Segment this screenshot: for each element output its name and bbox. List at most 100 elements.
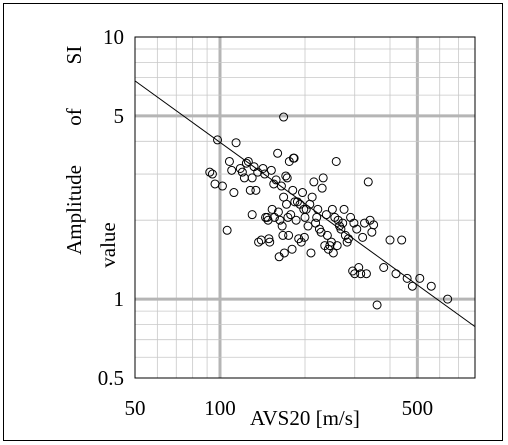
data-point xyxy=(267,204,277,214)
y-label-word: value xyxy=(96,222,120,267)
data-point xyxy=(251,185,261,195)
data-point xyxy=(265,237,275,247)
tick-labels: 50 100 500 0.5 1 5 10 xyxy=(98,25,433,420)
data-point xyxy=(369,220,379,230)
data-point xyxy=(266,165,276,175)
data-point xyxy=(339,204,349,214)
y-label-word: Amplitude xyxy=(62,165,86,255)
data-point xyxy=(327,204,337,214)
data-point xyxy=(289,153,299,163)
data-point xyxy=(361,269,371,279)
data-point xyxy=(309,177,319,187)
data-point xyxy=(281,171,291,181)
y-axis-label: Amplitude of SI value xyxy=(62,46,120,268)
data-point xyxy=(254,237,264,247)
data-point xyxy=(318,173,328,183)
data-point xyxy=(210,179,220,189)
data-point xyxy=(426,281,436,291)
data-point xyxy=(352,224,362,234)
y-tick-label: 1 xyxy=(114,287,125,311)
chart-frame xyxy=(3,3,503,441)
data-point xyxy=(224,156,234,166)
x-tick-label: 100 xyxy=(204,396,236,420)
data-point xyxy=(358,232,368,242)
y-tick-label: 5 xyxy=(114,104,125,128)
data-point xyxy=(277,221,287,231)
data-point xyxy=(278,230,288,240)
data-point xyxy=(397,235,407,245)
data-point xyxy=(348,266,358,276)
x-tick-label: 500 xyxy=(402,396,434,420)
data-point xyxy=(260,169,270,179)
data-point xyxy=(284,230,294,240)
data-point xyxy=(227,165,237,175)
data-point xyxy=(276,181,286,191)
y-label-word: of xyxy=(62,108,86,126)
data-point xyxy=(385,235,395,245)
data-points xyxy=(205,112,453,310)
data-point xyxy=(313,204,323,214)
data-point xyxy=(328,248,338,258)
data-point xyxy=(222,225,232,235)
data-point xyxy=(243,156,253,166)
data-point xyxy=(349,218,359,228)
data-point xyxy=(247,173,257,183)
data-point xyxy=(273,148,283,158)
data-point xyxy=(367,227,377,237)
data-point xyxy=(332,241,342,251)
regression-line xyxy=(134,80,476,328)
data-point xyxy=(275,215,285,225)
data-point xyxy=(360,218,370,228)
data-point xyxy=(354,262,364,272)
data-point xyxy=(271,175,281,185)
data-point xyxy=(274,252,284,262)
data-point xyxy=(322,230,332,240)
data-point xyxy=(306,248,316,258)
data-point xyxy=(340,230,350,240)
data-point xyxy=(229,188,239,198)
data-point xyxy=(333,215,343,225)
data-point xyxy=(237,167,247,177)
data-point xyxy=(415,273,425,283)
data-point xyxy=(279,112,289,122)
data-point xyxy=(350,269,360,279)
data-point xyxy=(258,163,268,173)
data-point xyxy=(291,215,301,225)
data-point xyxy=(217,181,227,191)
data-point xyxy=(290,197,300,207)
data-point xyxy=(282,173,292,183)
data-point xyxy=(331,156,341,166)
data-point xyxy=(443,294,453,304)
data-point xyxy=(231,138,241,148)
data-point xyxy=(317,183,327,193)
data-point xyxy=(307,192,317,202)
data-point xyxy=(256,235,266,245)
data-point xyxy=(282,199,292,209)
data-point xyxy=(336,224,346,234)
data-point xyxy=(205,167,215,177)
data-point xyxy=(372,300,382,310)
data-point xyxy=(247,210,257,220)
y-tick-label: 0.5 xyxy=(98,366,124,390)
data-point xyxy=(330,212,340,222)
grid xyxy=(135,37,475,378)
data-point xyxy=(283,212,293,222)
data-point xyxy=(391,269,401,279)
data-point xyxy=(213,135,223,145)
data-point xyxy=(321,210,331,220)
data-point xyxy=(279,248,289,258)
plot-border xyxy=(134,36,476,379)
data-point xyxy=(303,221,313,231)
data-point xyxy=(207,169,217,179)
y-tick-label: 10 xyxy=(103,25,124,49)
data-point xyxy=(402,273,412,283)
data-point xyxy=(298,188,308,198)
x-tick-label: 50 xyxy=(125,396,146,420)
data-point xyxy=(292,197,302,207)
data-point xyxy=(343,234,353,244)
data-point xyxy=(286,210,296,220)
data-point xyxy=(287,244,297,254)
x-axis-label: AVS20 [m/s] xyxy=(250,406,360,430)
data-point xyxy=(245,185,255,195)
